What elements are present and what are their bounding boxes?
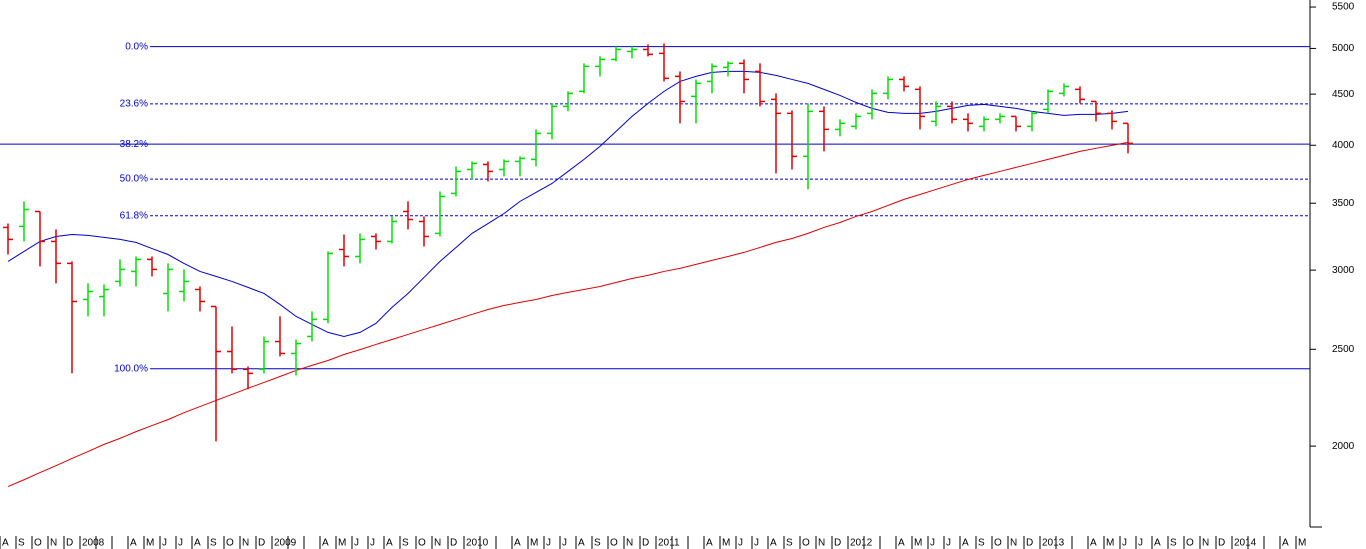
x-tick-label: N — [50, 538, 57, 549]
fib-label: 23.6% — [120, 99, 148, 110]
x-tick-label: S — [210, 538, 217, 549]
x-tick-label: S — [786, 538, 793, 549]
x-tick-label: 2009 — [274, 538, 297, 549]
x-tick-label: N — [242, 538, 249, 549]
x-tick-label: A — [2, 538, 9, 549]
x-tick-label: S — [594, 538, 601, 549]
x-tick-label: M — [530, 538, 538, 549]
x-tick-label: D — [1218, 538, 1225, 549]
x-tick-label: O — [1186, 538, 1194, 549]
x-tick-label: D — [258, 538, 265, 549]
fib-label: 61.8% — [120, 210, 148, 221]
x-tick-label: N — [818, 538, 825, 549]
x-tick-label: A — [1090, 538, 1097, 549]
x-tick-label: A — [514, 538, 521, 549]
x-tick-label: 2013 — [1042, 538, 1065, 549]
x-tick-label: N — [626, 538, 633, 549]
x-tick-label: A — [130, 538, 137, 549]
x-tick-label: N — [1010, 538, 1017, 549]
x-tick-label: 2014 — [1234, 538, 1257, 549]
x-tick-label: M — [338, 538, 346, 549]
x-tick-label: D — [66, 538, 73, 549]
x-tick-label: N — [1202, 538, 1209, 549]
x-tick-label: 2011 — [658, 538, 680, 549]
x-tick-label: A — [962, 538, 969, 549]
x-tick-label: M — [1106, 538, 1114, 549]
x-tick-label: O — [994, 538, 1002, 549]
y-tick-label: 2000 — [1332, 441, 1355, 452]
x-tick-label: A — [194, 538, 201, 549]
y-tick-label: 3000 — [1332, 265, 1355, 276]
x-tick-label: J — [546, 538, 551, 549]
x-tick-label: 2012 — [850, 538, 873, 549]
x-tick-label: 2010 — [466, 538, 489, 549]
x-tick-label: J — [562, 538, 567, 549]
y-tick-label: 4000 — [1332, 140, 1355, 151]
x-tick-label: A — [386, 538, 393, 549]
x-tick-label: J — [930, 538, 935, 549]
x-tick-label: D — [450, 538, 457, 549]
fib-label: 100.0% — [114, 363, 148, 374]
x-tick-label: A — [770, 538, 777, 549]
x-tick-label: J — [754, 538, 759, 549]
x-tick-label: S — [1170, 538, 1177, 549]
x-tick-label: D — [834, 538, 841, 549]
x-tick-label: J — [946, 538, 951, 549]
x-tick-label: A — [322, 538, 329, 549]
x-tick-label: J — [178, 538, 183, 549]
x-tick-label: M — [914, 538, 922, 549]
x-tick-label: O — [226, 538, 234, 549]
x-tick-label: D — [642, 538, 649, 549]
x-tick-label: S — [402, 538, 409, 549]
y-tick-label: 5500 — [1332, 2, 1355, 13]
fib-label: 0.0% — [125, 41, 148, 52]
x-tick-label: J — [738, 538, 743, 549]
x-tick-label: O — [34, 538, 42, 549]
x-tick-label: A — [1154, 538, 1161, 549]
y-tick-label: 2500 — [1332, 344, 1355, 355]
x-tick-label: J — [162, 538, 167, 549]
x-tick-label: O — [418, 538, 426, 549]
y-tick-label: 4500 — [1332, 89, 1355, 100]
y-tick-label: 3500 — [1332, 198, 1355, 209]
x-tick-label: A — [578, 538, 585, 549]
moving-average-line — [7, 141, 1129, 488]
fib-label: 50.0% — [120, 174, 148, 185]
x-tick-label: M — [146, 538, 154, 549]
x-tick-label: J — [1138, 538, 1143, 549]
x-tick-label: M — [722, 538, 730, 549]
x-tick-label: A — [1282, 538, 1289, 549]
moving-average-line — [7, 70, 1129, 337]
fib-label: 38.2% — [120, 139, 148, 150]
x-tick-label: N — [434, 538, 441, 549]
x-tick-label: J — [354, 538, 359, 549]
x-tick-label: S — [978, 538, 985, 549]
x-tick-label: J — [370, 538, 375, 549]
x-tick-label: O — [610, 538, 618, 549]
x-tick-label: J — [1122, 538, 1127, 549]
x-tick-label: D — [1026, 538, 1033, 549]
x-tick-label: O — [802, 538, 810, 549]
x-tick-label: A — [706, 538, 713, 549]
x-tick-label: 2008 — [82, 538, 105, 549]
x-tick-label: S — [18, 538, 25, 549]
y-tick-label: 5000 — [1332, 43, 1355, 54]
x-tick-label: M — [1298, 538, 1306, 549]
x-tick-label: A — [898, 538, 905, 549]
